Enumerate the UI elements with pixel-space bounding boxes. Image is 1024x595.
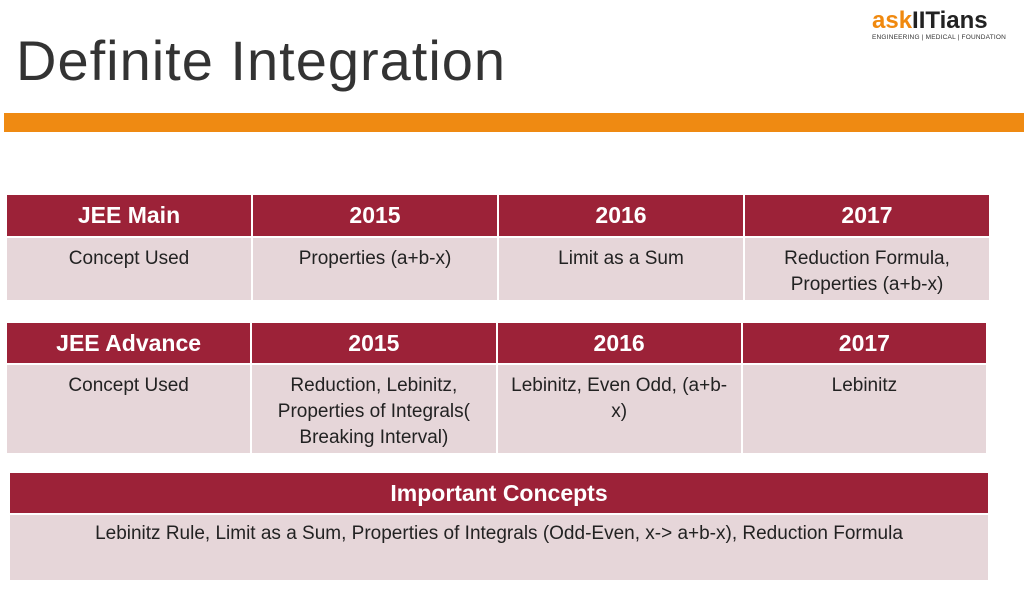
logo-brand-part: ask [872,7,913,34]
logo: askIITians ENGINEERING | MEDICAL | FOUND… [872,8,1007,42]
table: JEE Main 2015 2016 2017 Concept Used Properti… [7,195,989,300]
header-cell: 2017 [745,195,989,236]
slide-title: Definite Integration [16,29,507,92]
table-cell: Lebinitz [742,365,986,453]
logo-brand-part: IITians [912,7,988,34]
header-cell: 2016 [497,323,741,363]
concepts-text: Lebinitz Rule, Limit as a Sum, Propertie… [10,515,988,580]
logo-brand: askIITians [872,8,1006,34]
concepts-title: Important Concepts [10,473,988,513]
table-cell: Limit as a Sum [499,238,743,300]
table-cell: Concept Used [7,365,251,453]
logo-tagline: ENGINEERING | MEDICAL | FOUNDATION [872,34,1007,41]
table-cell: Reduction Formula, Properties (a+b-x) [745,238,989,300]
table-cell: Lebinitz, Even Odd, (a+b-x) [497,365,741,453]
accent-bar [4,113,1024,132]
header-cell: 2015 [253,195,497,236]
header-cell: JEE Advance [7,323,251,363]
header-cell: 2017 [742,323,986,363]
header-cell: JEE Main [7,195,251,236]
table-cell: Reduction, Lebinitz, Properties of Integ… [252,365,496,453]
concepts-box: Important Concepts Lebinitz Rule, Limit … [10,473,988,580]
table: JEE Advance 2015 2016 2017 Concept Used Reduc… [7,323,986,453]
header-cell: 2016 [499,195,743,236]
table-cell: Concept Used [7,238,251,300]
header-cell: 2015 [252,323,496,363]
table-cell: Properties (a+b-x) [253,238,497,300]
